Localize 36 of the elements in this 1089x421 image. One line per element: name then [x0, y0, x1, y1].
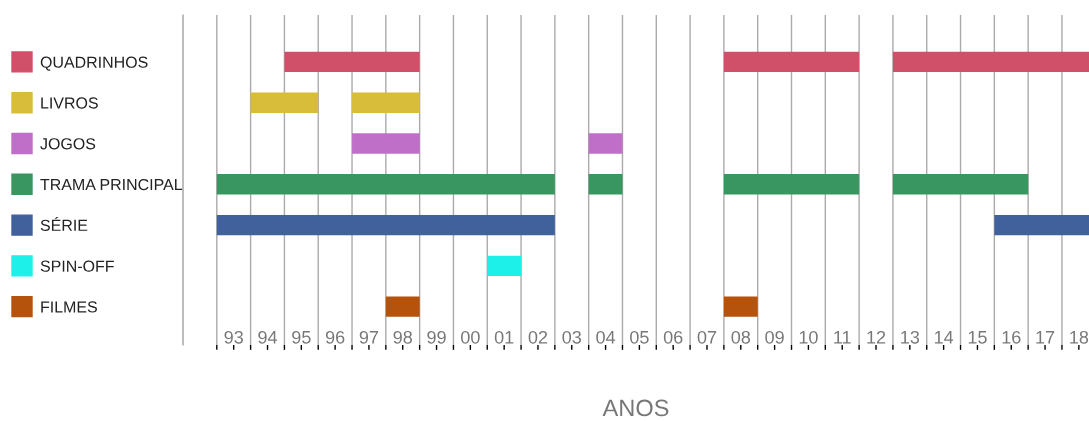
x-tick-label: 97 [359, 330, 379, 344]
x-tick-label: 94 [258, 330, 278, 344]
x-tick-label: 02 [528, 330, 548, 344]
y-tick-label: JOGOS [40, 138, 96, 150]
bar [487, 255, 522, 277]
x-axis-title: ANOS [602, 399, 669, 417]
x-tick-label: 07 [697, 330, 717, 344]
x-tick-label: 03 [562, 330, 582, 344]
x-tick-label: 96 [325, 330, 345, 344]
x-tick-label: 08 [731, 330, 751, 344]
x-tick-label: 18 [1070, 330, 1089, 344]
x-tick-label: 17 [1036, 331, 1055, 344]
bar [892, 174, 1029, 195]
y-tick-label: SPIN-OFF [40, 260, 114, 272]
y-tick-label: QUADRINHOS [40, 56, 148, 71]
x-tick-label: 06 [663, 330, 683, 344]
x-tick-label: 04 [596, 330, 616, 344]
x-tick-label: 13 [901, 330, 920, 344]
x-tick-label: 00 [461, 330, 480, 344]
y-tick-label: TRAMA PRINCIPAL [40, 178, 183, 191]
y-tick-label: FILMES [41, 301, 97, 313]
y-tick-label: LIVROS [41, 97, 98, 109]
x-tick-label: 98 [393, 330, 412, 344]
x-tick-label: 99 [427, 330, 446, 344]
x-tick-label: 01 [494, 330, 514, 344]
x-tick-label: 09 [765, 330, 784, 344]
x-tick-label: 12 [867, 330, 886, 344]
x-tick-label: 93 [224, 330, 243, 344]
x-tick-label: 95 [292, 330, 311, 344]
x-tick-label: 05 [630, 330, 649, 344]
x-tick-label: 16 [1002, 330, 1021, 344]
x-tick-label: 14 [934, 331, 954, 344]
x-tick-label: 10 [799, 330, 818, 344]
y-tick-label: SÉRIE [40, 217, 88, 232]
x-tick-label: 15 [968, 331, 987, 344]
x-tick-label: 11 [834, 331, 851, 344]
